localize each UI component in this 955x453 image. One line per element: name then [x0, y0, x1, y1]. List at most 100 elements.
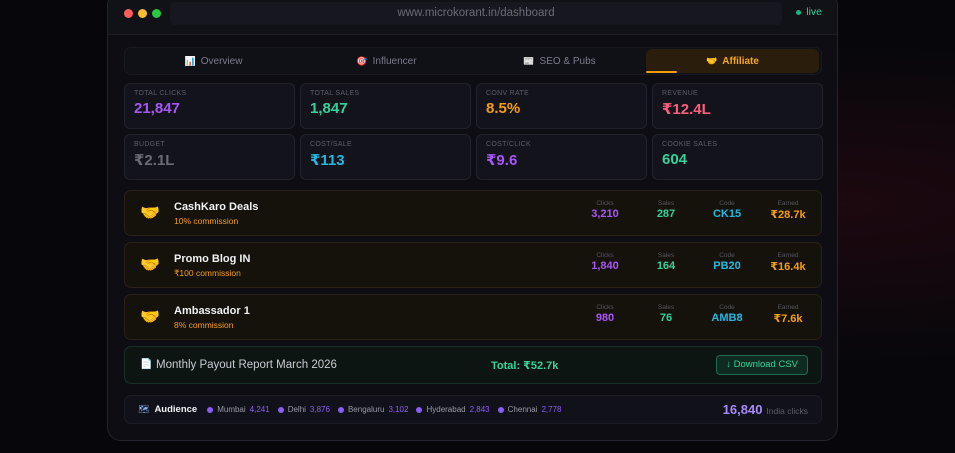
metric-label: Clicks [596, 252, 614, 259]
tab-label: Influencer [372, 56, 417, 67]
city-value: 2,778 [541, 405, 562, 414]
city-name: Chennai [507, 405, 538, 414]
metric-label: Sales [657, 252, 675, 259]
metric-value: 76 [659, 312, 673, 324]
newspaper-icon: 📰 [523, 56, 535, 66]
partner-row-cashkaro[interactable]: 🤝 CashKaro Deals 10% commission Clicks 3… [124, 190, 822, 236]
metric-label: Clicks [596, 304, 614, 311]
document-icon: 📄 [140, 359, 153, 370]
metric-label: Earned [777, 304, 799, 311]
city-dot-icon [277, 406, 284, 413]
stat-value: ₹113 [310, 152, 345, 169]
partner-row-promo-blog[interactable]: 🤝 Promo Blog IN ₹100 commission Clicks 1… [124, 242, 822, 288]
metric-value: 1,840 [591, 260, 619, 272]
metric-label: Sales [657, 304, 675, 311]
stat-value: ₹2.1L [134, 152, 175, 169]
city-chennai: Chennai 2,778 [497, 405, 562, 414]
partner-code: Code PB20 [697, 252, 757, 272]
city-value: 4,241 [249, 405, 270, 414]
title-bar: www.microkorant.in/dashboard live [108, 0, 837, 35]
stat-cards: TOTAL CLICKS 21,847 TOTAL SALES 1,847 CO… [124, 83, 823, 180]
close-window-button[interactable] [124, 9, 133, 18]
address-bar[interactable]: www.microkorant.in/dashboard [170, 2, 782, 25]
metric-label: Earned [777, 252, 799, 259]
handshake-icon: 🤝 [140, 309, 160, 326]
city-delhi: Delhi 3,876 [277, 405, 330, 414]
partner-clicks: Clicks 3,210 [575, 200, 635, 220]
audience-total-value: 16,840 [722, 402, 763, 417]
stat-label: COST/SALE [310, 141, 352, 148]
tab-bar: 📊 Overview 🎯 Influencer 📰 SEO & Pubs 🤝 Affil… [124, 47, 822, 75]
metric-value: CK15 [712, 208, 742, 220]
audience-title: Audience [154, 404, 198, 415]
city-bengaluru: Bengaluru 3,102 [337, 405, 409, 414]
partner-clicks: Clicks 980 [575, 304, 635, 324]
metric-label: Code [719, 304, 735, 311]
partner-sales: Sales 76 [636, 304, 696, 324]
stat-value: 21,847 [134, 100, 180, 117]
maximize-window-button[interactable] [152, 9, 161, 18]
metric-value: 164 [656, 260, 676, 272]
tab-influencer[interactable]: 🎯 Influencer [300, 49, 473, 73]
stat-value: ₹9.6 [486, 152, 518, 169]
stat-total-clicks: TOTAL CLICKS 21,847 [124, 83, 295, 129]
metric-value: 287 [656, 208, 676, 220]
partner-sales: Sales 164 [636, 252, 696, 272]
city-name: Hyderabad [426, 405, 466, 414]
stat-value: 8.5% [486, 100, 521, 117]
city-hyderabad: Hyderabad 2,843 [416, 405, 490, 414]
partner-commission: ₹100 commission [174, 268, 241, 278]
handshake-icon: 🤝 [140, 205, 160, 222]
partner-name: CashKaro Deals [174, 201, 259, 213]
city-dot-icon [207, 406, 214, 413]
target-icon: 🎯 [356, 56, 368, 66]
stat-label: COOKIE SALES [662, 141, 718, 148]
stat-cookie-sales: COOKIE SALES 604 [652, 134, 823, 180]
tab-seo-pubs[interactable]: 📰 SEO & Pubs [473, 49, 646, 73]
metric-label: Code [719, 252, 735, 259]
audience-total-label: India clicks [766, 406, 808, 416]
handshake-icon: 🤝 [140, 257, 160, 274]
stat-budget: BUDGET ₹2.1L [124, 134, 295, 180]
partner-name: Ambassador 1 [174, 305, 250, 317]
audience-bar: 🗺 Audience Mumbai 4,241 Delhi 3,876 Beng… [124, 395, 822, 424]
city-mumbai: Mumbai 4,241 [207, 405, 270, 414]
metric-value: ₹28.7k [770, 209, 806, 221]
stat-value: 604 [662, 151, 688, 168]
download-csv-button[interactable]: ↓ Download CSV [716, 355, 808, 375]
partner-name: Promo Blog IN [174, 253, 251, 265]
stat-total-sales: TOTAL SALES 1,847 [300, 83, 471, 129]
partner-code: Code CK15 [697, 200, 757, 220]
metric-label: Code [719, 200, 735, 207]
metric-value: 3,210 [591, 208, 619, 220]
chart-icon: 📊 [184, 56, 196, 66]
city-value: 3,876 [309, 405, 330, 414]
dashboard-content: 📊 Overview 🎯 Influencer 📰 SEO & Pubs 🤝 Affil… [124, 47, 823, 424]
partner-row-ambassador[interactable]: 🤝 Ambassador 1 8% commission Clicks 980 … [124, 294, 822, 340]
tab-overview[interactable]: 📊 Overview [127, 49, 300, 73]
minimize-window-button[interactable] [138, 9, 147, 18]
partner-commission: 10% commission [174, 216, 239, 226]
stat-label: TOTAL CLICKS [134, 90, 187, 97]
monthly-payout-panel: 📄 Monthly Payout Report March 2026 Total… [124, 346, 822, 384]
stat-label: CONV RATE [486, 90, 530, 97]
partner-earned: Earned ₹28.7k [758, 200, 818, 221]
tab-label: Affiliate [722, 56, 759, 67]
tab-affiliate[interactable]: 🤝 Affiliate [646, 49, 819, 73]
city-value: 3,102 [388, 405, 409, 414]
audience-total: 16,840 India clicks [723, 402, 808, 417]
metric-value: 980 [595, 312, 615, 324]
tab-label: Overview [200, 56, 243, 67]
partner-code: Code AMB8 [697, 304, 757, 324]
metric-value: AMB8 [711, 312, 743, 324]
city-dot-icon [497, 406, 504, 413]
live-dot-icon [796, 9, 802, 15]
stat-revenue: REVENUE ₹12.4L [652, 83, 823, 129]
partner-earned: Earned ₹7.6k [758, 304, 818, 325]
partner-sales: Sales 287 [636, 200, 696, 220]
stat-value: ₹12.4L [662, 101, 711, 118]
metric-value: ₹16.4k [770, 261, 806, 273]
payout-title: Monthly Payout Report March 2026 [156, 359, 337, 371]
stat-cost-per-sale: COST/SALE ₹113 [300, 134, 471, 180]
stat-label: COST/CLICK [486, 141, 532, 148]
